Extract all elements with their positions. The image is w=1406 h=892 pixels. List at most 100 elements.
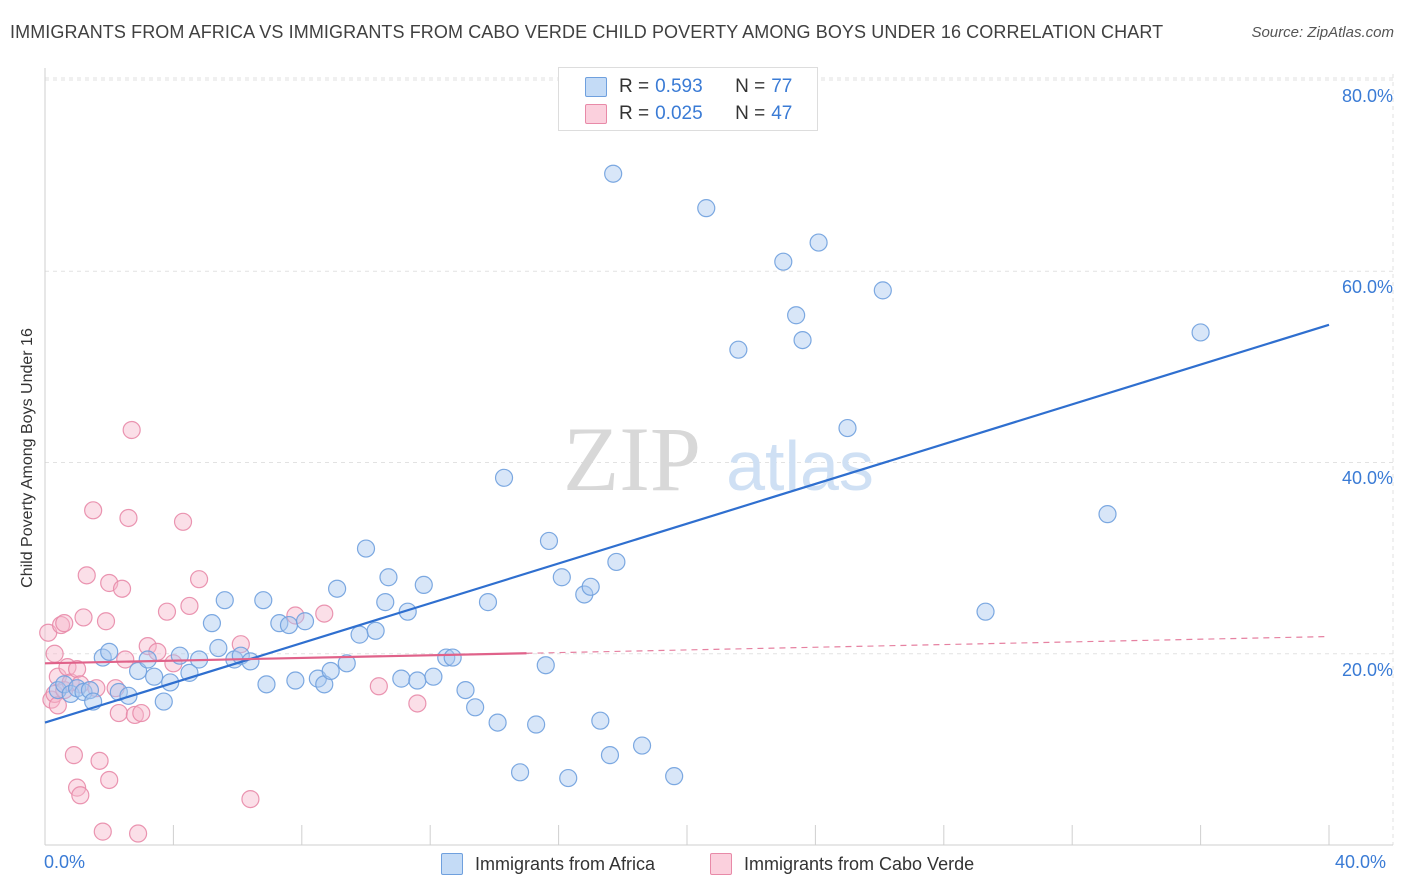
- africa-point: [787, 306, 806, 325]
- bottom-legend-cabo-verde: Immigrants from Cabo Verde: [710, 852, 974, 876]
- cabo-verde-point: [189, 570, 209, 589]
- cabo-verde-point: [241, 789, 260, 809]
- africa-point: [1098, 505, 1117, 524]
- cabo-verde-point: [74, 608, 93, 627]
- africa-point: [145, 667, 164, 686]
- cabo-verde-point: [109, 703, 128, 723]
- africa-point: [466, 698, 485, 717]
- bottom-legend-swatch-cabo-verde: [710, 853, 732, 875]
- africa-point: [254, 591, 273, 610]
- series-africa-points: [48, 164, 1210, 788]
- africa-point: [321, 661, 340, 681]
- africa-point: [202, 614, 222, 633]
- africa-point: [154, 692, 173, 711]
- cabo-verde-point: [84, 501, 103, 520]
- africa-point: [552, 568, 571, 587]
- legend-n-value-africa: 77: [771, 76, 793, 97]
- africa-point: [100, 642, 119, 661]
- cabo-verde-point: [112, 579, 132, 598]
- cabo-verde-point: [96, 612, 116, 631]
- source-label: Source: ZipAtlas.com: [1251, 24, 1394, 41]
- watermark-atlas: atlas: [726, 427, 874, 505]
- africa-point: [80, 680, 100, 700]
- africa-point: [295, 612, 315, 631]
- legend: R = 0.593 N = 77 R = 0.025 N = 47: [558, 67, 818, 131]
- africa-point: [366, 621, 385, 640]
- cabo-verde-point: [116, 650, 135, 669]
- legend-r-value-cabo-verde: 0.025: [655, 103, 703, 124]
- bottom-legend-label-africa: Immigrants from Africa: [475, 853, 656, 874]
- cabo-verde-point: [138, 636, 157, 656]
- cabo-verde-point: [408, 694, 427, 713]
- africa-point: [408, 671, 427, 690]
- legend-n-label: N =: [735, 76, 766, 97]
- africa-point: [161, 673, 180, 692]
- africa-point: [697, 199, 716, 218]
- trend-lines: [44, 323, 1330, 724]
- series-cabo-verde-points: [39, 420, 427, 843]
- africa-point: [443, 648, 462, 667]
- africa-point: [456, 680, 475, 700]
- trend-line-cabo-verde: [44, 652, 527, 665]
- watermark-zip: ZIP: [563, 408, 701, 510]
- cabo-verde-point: [48, 696, 67, 715]
- legend-row-africa: R = 0.593 N = 77: [585, 75, 792, 99]
- cabo-verde-point: [119, 508, 138, 528]
- legend-r-value-africa: 0.593: [655, 76, 703, 97]
- trend-line-africa: [44, 323, 1330, 724]
- cabo-verde-point: [90, 751, 109, 770]
- africa-point: [257, 675, 276, 694]
- africa-point: [337, 654, 356, 673]
- africa-point: [392, 669, 411, 688]
- legend-swatch-africa: [585, 77, 607, 97]
- bottom-legend-africa: Immigrants from Africa: [441, 852, 655, 876]
- africa-point: [414, 575, 433, 595]
- africa-point: [976, 602, 995, 621]
- africa-point: [328, 579, 347, 598]
- cabo-verde-point: [77, 566, 96, 585]
- africa-point: [209, 638, 228, 658]
- y-tick-label-20: 20.0%: [1341, 660, 1393, 680]
- cabo-verde-point: [315, 604, 334, 623]
- africa-point: [478, 593, 498, 612]
- cabo-verde-point: [51, 615, 71, 635]
- africa-point: [607, 552, 626, 572]
- africa-point: [488, 713, 507, 732]
- cabo-verde-point: [122, 420, 141, 440]
- africa-point: [774, 252, 793, 271]
- cabo-verde-point: [369, 677, 388, 696]
- africa-point: [398, 602, 417, 621]
- chart-title: IMMIGRANTS FROM AFRICA VS IMMIGRANTS FRO…: [10, 22, 1164, 42]
- africa-point: [600, 746, 620, 765]
- africa-point: [729, 340, 748, 359]
- y-tick-label-60: 60.0%: [1341, 277, 1393, 297]
- cabo-verde-point: [67, 659, 87, 679]
- cabo-verde-point: [64, 746, 83, 765]
- cabo-verde-point: [93, 822, 112, 841]
- cabo-verde-point: [157, 602, 177, 621]
- africa-point: [581, 577, 600, 596]
- bottom-legend-label-cabo-verde: Immigrants from Cabo Verde: [744, 853, 975, 874]
- x-tick-label-max: 40.0%: [1335, 852, 1387, 872]
- legend-r-label: R =: [619, 103, 650, 124]
- africa-point: [286, 671, 305, 690]
- cabo-verde-point: [100, 770, 119, 790]
- africa-point: [559, 768, 578, 788]
- africa-point: [665, 767, 684, 786]
- legend-n-label: N =: [735, 103, 766, 124]
- legend-n-value-cabo-verde: 47: [771, 103, 793, 124]
- cabo-verde-point: [286, 606, 305, 625]
- cabo-verde-point: [45, 644, 64, 663]
- africa-point: [604, 164, 623, 183]
- cabo-verde-point: [55, 614, 74, 633]
- axes: [44, 68, 1393, 846]
- africa-point: [494, 468, 514, 487]
- x-tick-label-min: 0.0%: [44, 852, 86, 872]
- africa-point: [632, 736, 652, 755]
- africa-point: [138, 650, 157, 669]
- africa-point: [539, 531, 559, 551]
- africa-point: [279, 615, 299, 635]
- africa-point: [1191, 323, 1210, 342]
- africa-point: [838, 418, 857, 438]
- cabo-verde-point: [71, 786, 90, 805]
